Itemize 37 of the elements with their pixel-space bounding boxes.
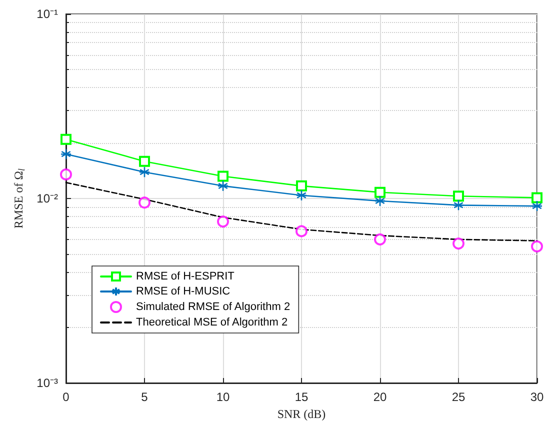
x-tick-label: 10 (216, 390, 230, 404)
x-tick-label: 30 (530, 390, 544, 404)
point (531, 200, 543, 212)
point (138, 196, 150, 209)
point (217, 216, 229, 228)
point (60, 168, 72, 180)
point (138, 166, 150, 178)
point (374, 233, 386, 246)
point (296, 180, 307, 192)
legend-label: RMSE of H-ESPRIT (136, 270, 235, 282)
legend-label: Simulated RMSE of Algorithm 2 (136, 301, 290, 313)
point (532, 192, 542, 204)
legend-label: RMSE of H-MUSIC (136, 286, 230, 298)
x-tick-label: 20 (373, 390, 387, 404)
point (139, 156, 150, 167)
point (452, 200, 464, 211)
x-tick-label: 0 (62, 390, 70, 404)
point (296, 190, 308, 202)
y-tick-label: 10⁻² (36, 192, 58, 206)
legend-label: Theoretical MSE of Algorithm 2 (136, 316, 288, 328)
x-tick-label: 5 (141, 390, 148, 404)
point (60, 134, 72, 145)
x-tick-label: 25 (452, 390, 466, 404)
point (296, 225, 308, 238)
x-tick-label: 15 (294, 390, 308, 404)
point (452, 238, 464, 250)
point (217, 180, 229, 192)
x-axis-title: SNR (dB) (277, 406, 326, 421)
y-tick-label: 10⁻³ (36, 376, 58, 390)
point (531, 240, 543, 252)
point (374, 195, 386, 207)
y-tick-label: 10⁻¹ (36, 7, 58, 21)
point (218, 170, 228, 182)
point (374, 186, 386, 198)
point (453, 190, 464, 202)
point (60, 148, 72, 160)
y-axis-title: RMSE of Ωl (11, 168, 26, 229)
